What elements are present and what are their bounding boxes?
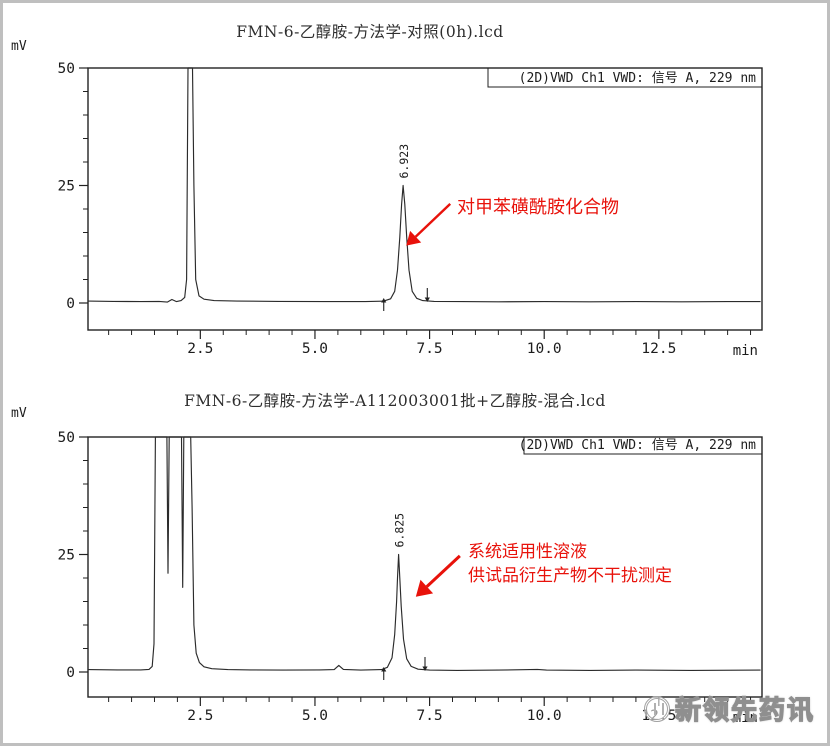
annotation-arrow-line-chart2 <box>425 554 461 588</box>
x-tick-label: 12.5 <box>641 341 676 357</box>
integration-start-arrowhead <box>381 667 387 672</box>
x-tick-label: 5.0 <box>302 708 328 724</box>
x-tick-label: 5.0 <box>302 341 328 357</box>
chart2-annotation-line2: 供试品衍生产物不干扰测定 <box>468 566 672 586</box>
x-tick-label: 7.5 <box>416 341 442 357</box>
x-tick-label: 10.0 <box>527 341 562 357</box>
y-tick-label: 25 <box>58 179 75 195</box>
y-tick-label: 25 <box>58 548 75 564</box>
signal-label-box-chart2 <box>523 436 763 455</box>
y-tick-label: 50 <box>58 430 75 446</box>
x-tick-label: 2.5 <box>187 341 213 357</box>
chart1-red-annotation: 对甲苯磺酰胺化合物 <box>457 193 619 219</box>
plot-frame-chart1 <box>87 67 763 331</box>
x-tick-label: 7.5 <box>416 708 442 724</box>
plot-frame-chart2 <box>87 436 763 698</box>
chart1-x-axis-unit: min <box>732 343 758 359</box>
annotation-arrow-line-chart1 <box>414 202 452 238</box>
chart2-x-axis-unit: min <box>732 710 758 726</box>
chart2-red-annotation: 系统适用性溶液 供试品衍生产物不干扰测定 <box>468 540 672 588</box>
y-tick-label: 0 <box>66 296 75 312</box>
chart2-annotation-line1: 系统适用性溶液 <box>468 542 587 562</box>
chart1-annotation-line1: 对甲苯磺酰胺化合物 <box>457 197 619 218</box>
chromatogram-trace-chart2 <box>87 436 761 671</box>
chart1-y-axis-unit: mV <box>11 39 27 54</box>
signal-label-chart2: (2D)VWD Ch1 VWD: 信号 A, 229 nm <box>519 438 756 453</box>
x-tick-label: 2.5 <box>187 708 213 724</box>
annotation-arrowhead-chart1 <box>406 230 422 246</box>
watermark: 新领先药讯 <box>644 690 815 727</box>
chromatogram-trace-chart1 <box>87 67 761 303</box>
peak-rt-label-chart2: 6.825 <box>393 513 407 548</box>
signal-label-box-chart1 <box>487 67 763 88</box>
watermark-text: 新领先药讯 <box>674 695 816 726</box>
integration-start-arrowhead <box>381 298 387 303</box>
chart1-title: FMN-6-乙醇胺-方法学-对照(0h).lcd <box>236 23 504 41</box>
chart2-y-axis-unit: mV <box>11 406 27 421</box>
integration-end-arrowhead <box>422 666 428 671</box>
chart2-title: FMN-6-乙醇胺-方法学-A112003001批+乙醇胺-混合.lcd <box>184 392 606 410</box>
y-tick-label: 0 <box>66 665 75 681</box>
signal-label-chart1: (2D)VWD Ch1 VWD: 信号 A, 229 nm <box>519 71 756 86</box>
y-tick-label: 50 <box>58 61 75 77</box>
watermark-logo-icon <box>644 695 670 722</box>
x-tick-label: 10.0 <box>527 708 562 724</box>
peak-rt-label-chart1: 6.923 <box>397 144 411 179</box>
annotation-arrowhead-chart2 <box>415 579 434 597</box>
integration-end-arrowhead <box>424 297 430 302</box>
